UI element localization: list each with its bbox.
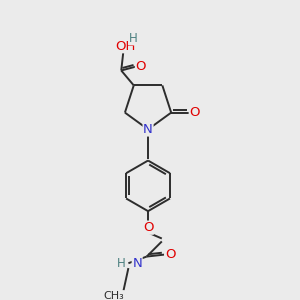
- Text: H: H: [128, 32, 137, 45]
- Text: OH: OH: [115, 40, 135, 53]
- Text: O: O: [189, 106, 200, 119]
- Text: CH₃: CH₃: [104, 291, 124, 300]
- Text: N: N: [132, 257, 142, 270]
- Text: O: O: [165, 248, 175, 261]
- Text: H: H: [117, 257, 125, 270]
- Text: O: O: [143, 221, 153, 234]
- Text: O: O: [136, 60, 146, 73]
- Text: N: N: [143, 123, 153, 136]
